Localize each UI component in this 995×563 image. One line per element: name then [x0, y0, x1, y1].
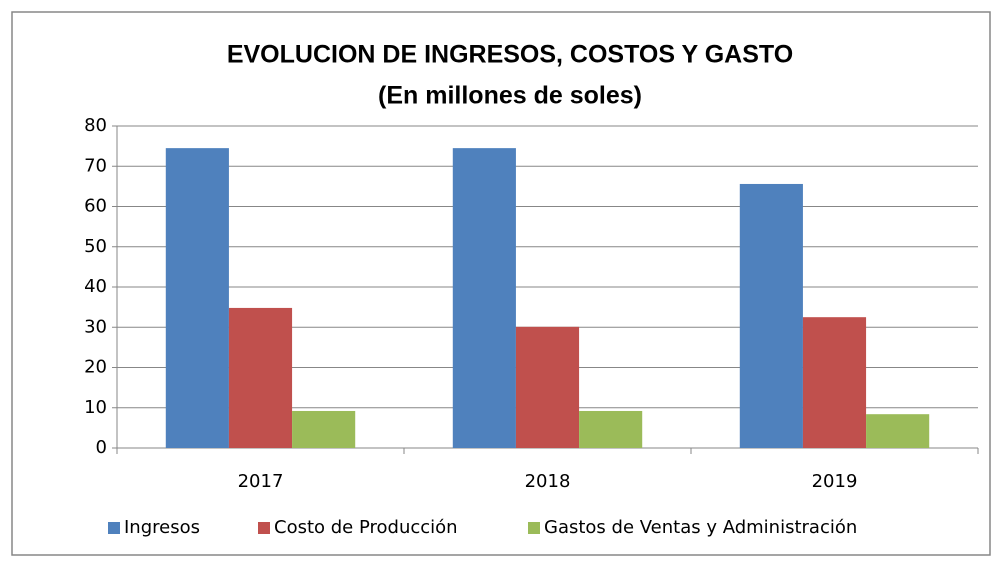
y-tick-label: 60	[84, 196, 107, 217]
y-tick-label: 10	[84, 397, 107, 418]
legend-swatch	[258, 522, 270, 534]
bar	[292, 410, 356, 448]
legend-label: Costo de Producción	[274, 517, 458, 538]
bar	[802, 317, 867, 448]
bar	[866, 414, 930, 448]
y-tick-label: 30	[84, 316, 107, 337]
legend-swatch	[108, 522, 120, 534]
bar	[165, 148, 229, 448]
y-tick-label: 40	[84, 276, 107, 297]
legend-label: Ingresos	[124, 517, 200, 538]
y-tick-label: 0	[96, 437, 107, 458]
chart-title: EVOLUCION DE INGRESOS, COSTOS Y GASTO	[227, 41, 793, 69]
chart-subtitle: (En millones de soles)	[378, 82, 642, 110]
x-tick-label: 2017	[238, 471, 284, 492]
x-tick-label: 2019	[812, 471, 858, 492]
bar	[228, 307, 293, 448]
bar	[739, 183, 803, 448]
bar	[452, 148, 516, 448]
y-tick-label: 80	[84, 115, 107, 136]
bar	[579, 410, 643, 448]
y-tick-label: 70	[84, 155, 107, 176]
bar	[515, 326, 580, 448]
y-tick-label: 20	[84, 357, 107, 378]
legend-swatch	[528, 522, 540, 534]
y-tick-label: 50	[84, 236, 107, 257]
x-tick-label: 2018	[525, 471, 571, 492]
legend-label: Gastos de Ventas y Administración	[544, 517, 857, 538]
